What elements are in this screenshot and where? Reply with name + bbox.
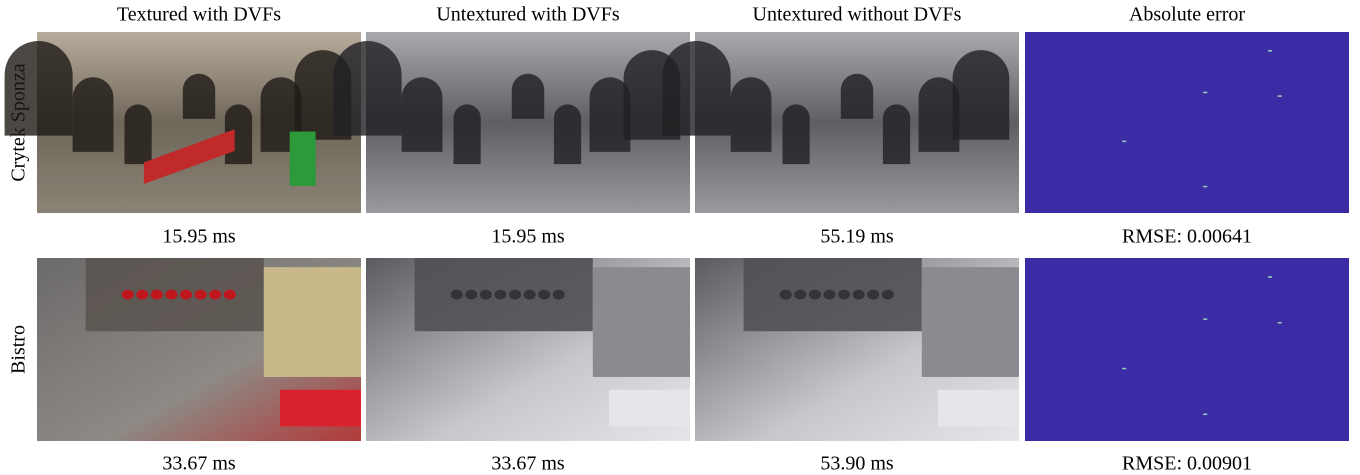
caption: 33.67 ms [162, 453, 236, 475]
awning [165, 289, 178, 300]
arch [882, 104, 911, 165]
building [592, 267, 690, 377]
awning [867, 289, 880, 300]
awning [450, 289, 463, 300]
banner [289, 131, 316, 186]
render-image [695, 258, 1019, 441]
error-speck [1203, 318, 1208, 320]
caption: 33.67 ms [491, 453, 565, 475]
awning [779, 289, 792, 300]
column-header: Untextured with DVFs [436, 4, 620, 26]
awning [509, 289, 522, 300]
render-image [333, 32, 690, 213]
arch [72, 77, 114, 152]
render-image [366, 258, 690, 441]
caption: 15.95 ms [162, 226, 236, 248]
awning [223, 289, 236, 300]
error-speck [1277, 322, 1282, 324]
error-speck [1203, 91, 1208, 94]
awning [538, 289, 551, 300]
caption: 55.19 ms [820, 226, 894, 248]
awning [609, 389, 690, 427]
awning [136, 289, 149, 300]
building [921, 267, 1019, 377]
error-speck [1122, 140, 1127, 143]
column-header: Untextured without DVFs [753, 4, 962, 26]
awning [552, 289, 565, 300]
render-image [4, 32, 361, 213]
caption: 15.95 ms [491, 226, 565, 248]
awning [838, 289, 851, 300]
error-speck [1122, 367, 1127, 370]
error-speck [1277, 95, 1282, 97]
awning [180, 289, 193, 300]
arch [918, 77, 960, 152]
row-label: Bistro [8, 325, 30, 374]
awning [881, 289, 894, 300]
arch [553, 104, 582, 165]
arch [4, 41, 73, 136]
column-header: Textured with DVFs [117, 4, 281, 26]
building [263, 267, 361, 377]
awning [194, 289, 207, 300]
awning [823, 289, 836, 300]
arch [453, 104, 481, 165]
awning [523, 289, 536, 300]
error-speck [1203, 185, 1208, 188]
arch [333, 41, 402, 136]
column-header: Absolute error [1129, 4, 1245, 26]
awning [121, 289, 134, 300]
image-background [1025, 32, 1349, 213]
arch [662, 41, 731, 136]
awning [465, 289, 478, 300]
arch [840, 73, 874, 119]
arch [511, 73, 545, 119]
awning [794, 289, 807, 300]
awning [938, 389, 1019, 427]
render-image [1025, 258, 1349, 441]
caption: 53.90 ms [820, 453, 894, 475]
arch [730, 77, 772, 152]
render-image [37, 258, 361, 441]
caption: RMSE: 0.00901 [1122, 453, 1252, 475]
caption: RMSE: 0.00641 [1122, 226, 1252, 248]
arch [952, 50, 1010, 140]
render-image [1025, 32, 1349, 213]
awning [852, 289, 865, 300]
arch [124, 104, 152, 165]
error-speck [1268, 276, 1272, 278]
arch [589, 77, 631, 152]
arch [182, 73, 216, 119]
banner [143, 129, 235, 185]
awning [479, 289, 492, 300]
error-speck [1268, 50, 1272, 52]
awning [808, 289, 821, 300]
awning [209, 289, 222, 300]
arch [401, 77, 443, 152]
render-image [662, 32, 1019, 213]
awning [150, 289, 163, 300]
awning [280, 389, 361, 427]
image-background [1025, 258, 1349, 441]
arch [782, 104, 810, 165]
awning [494, 289, 507, 300]
error-speck [1203, 413, 1208, 416]
